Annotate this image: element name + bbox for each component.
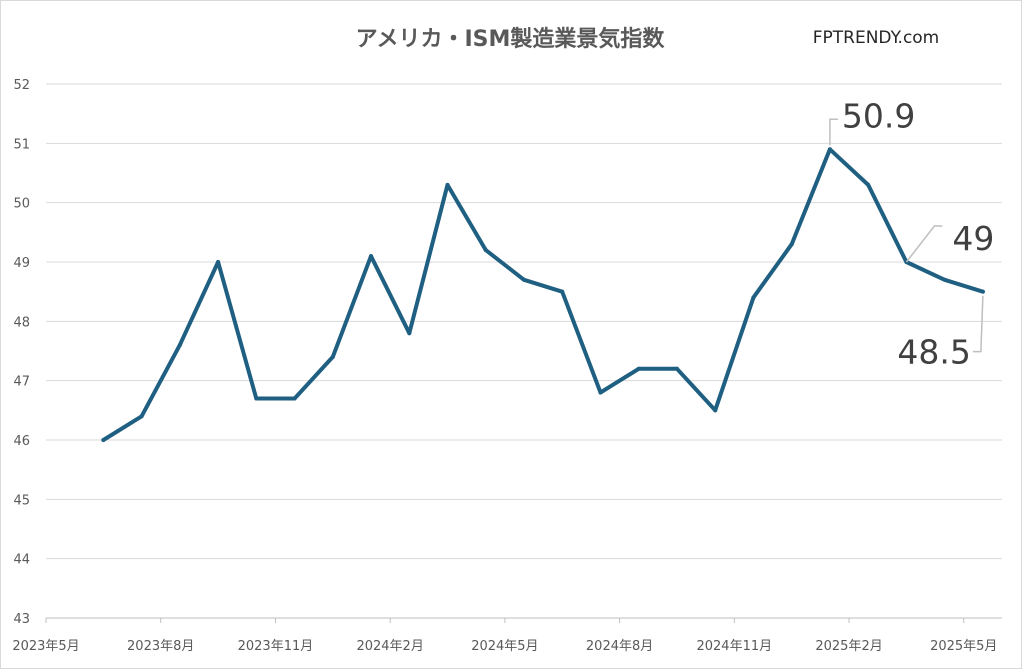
y-tick-label: 50 — [13, 197, 30, 212]
data-point — [751, 295, 756, 300]
x-tick-label: 2023年5月 — [12, 639, 79, 654]
data-point — [789, 242, 794, 247]
data-point — [522, 277, 526, 282]
data-point — [598, 390, 603, 395]
data-point — [407, 331, 412, 336]
x-tick-label: 2024年2月 — [356, 639, 423, 654]
x-tick-label: 2024年11月 — [696, 639, 772, 654]
chart-title: アメリカ・ISM製造業景気指数 — [356, 26, 666, 52]
series-line — [101, 147, 985, 442]
callout-leader — [905, 225, 943, 263]
data-point — [254, 396, 259, 401]
y-tick-label: 52 — [13, 78, 30, 93]
x-tick-label: 2023年11月 — [238, 639, 314, 654]
y-tick-label: 46 — [13, 434, 30, 449]
x-tick-label: 2024年8月 — [586, 639, 653, 654]
data-point — [713, 408, 718, 413]
data-point — [369, 254, 374, 259]
data-point — [139, 414, 144, 419]
data-point — [560, 289, 565, 294]
callout-leader — [829, 118, 838, 146]
data-point — [483, 248, 488, 253]
data-point — [216, 260, 221, 264]
x-tick-label: 2024年5月 — [471, 639, 538, 654]
data-label: 49 — [952, 219, 994, 258]
series-layer — [101, 147, 985, 442]
watermark-text: FPTRENDY.com — [813, 28, 940, 48]
y-tick-label: 45 — [13, 493, 30, 508]
y-tick-label: 44 — [13, 553, 30, 568]
x-tick-label: 2023年8月 — [127, 639, 194, 654]
data-point — [942, 277, 947, 282]
x-tick-label: 2025年2月 — [815, 639, 882, 654]
data-label: 48.5 — [897, 333, 970, 372]
data-point — [636, 366, 641, 371]
y-axis: 43 44 45 46 47 48 49 50 51 52 — [13, 78, 30, 627]
data-point — [101, 438, 106, 442]
y-tick-label: 49 — [13, 256, 30, 271]
x-axis: 2023年5月 2023年8月 2023年11月 2024年2月 2024年5月 2024… — [12, 618, 997, 654]
data-point — [980, 289, 985, 294]
x-tick-label: 2025年5月 — [930, 639, 997, 654]
data-point — [177, 343, 182, 348]
y-tick-label: 48 — [13, 315, 30, 330]
gridlines — [46, 83, 1002, 619]
data-label: 50.9 — [842, 96, 915, 135]
annotation-layer: 50.9 49 48.5 — [829, 96, 994, 372]
data-point — [674, 366, 679, 371]
y-tick-label: 47 — [13, 375, 30, 390]
callout-leader — [972, 295, 984, 353]
data-point — [330, 354, 335, 359]
data-point — [292, 396, 297, 401]
data-point — [866, 182, 871, 187]
y-tick-label: 51 — [13, 137, 30, 152]
y-tick-label: 43 — [13, 612, 30, 627]
data-point — [445, 182, 450, 187]
data-point — [827, 147, 832, 152]
